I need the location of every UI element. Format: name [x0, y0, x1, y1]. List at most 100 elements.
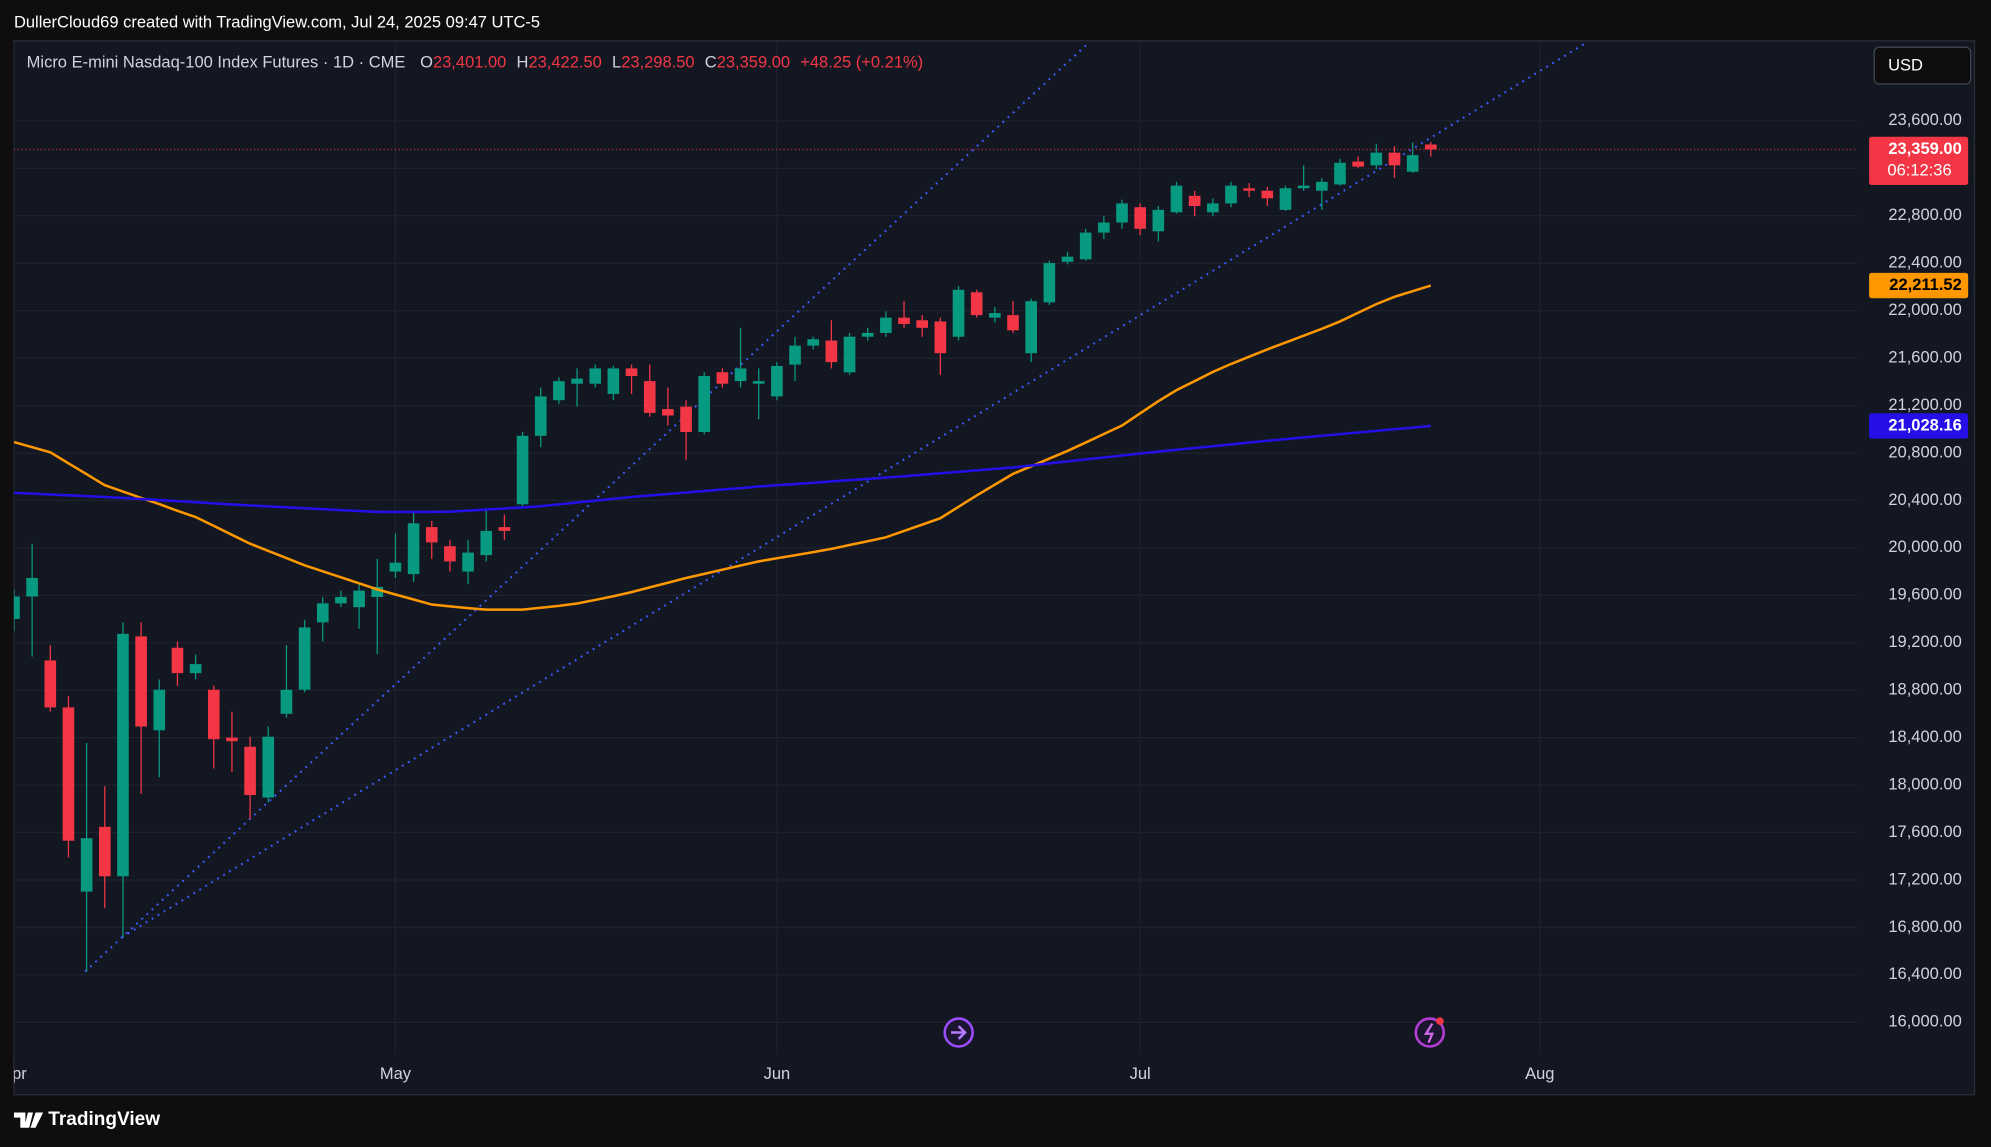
- candle-body: [1316, 181, 1328, 191]
- legend-key: L: [612, 54, 621, 72]
- candle-body: [13, 596, 20, 620]
- candle-body: [1061, 256, 1074, 262]
- candle-body: [843, 336, 856, 373]
- candle-body: [298, 627, 311, 690]
- y-tick-label: 23,600.00: [1888, 111, 1961, 129]
- candle-body: [662, 409, 674, 416]
- y-tick-label: 17,600.00: [1888, 823, 1961, 841]
- legend-value: 23,422.50: [528, 54, 601, 72]
- x-tick-label: Jun: [764, 1065, 791, 1083]
- candle-body: [498, 527, 511, 531]
- candle-body: [1388, 152, 1401, 166]
- candle-body: [62, 707, 75, 841]
- brand-name: TradingView: [48, 1109, 160, 1130]
- candle-body: [371, 586, 384, 597]
- candle-body: [1261, 190, 1274, 199]
- symbol-legend: Micro E-mini Nasdaq-100 Index Futures · …: [27, 54, 924, 72]
- candle-body: [1079, 232, 1092, 260]
- price-tag-label: 22,211.52: [1889, 276, 1962, 294]
- button-label[interactable]: USD: [1888, 57, 1923, 75]
- y-tick-label: 21,600.00: [1888, 348, 1961, 366]
- time-axis: Apr May Jun Jul Aug: [1, 1065, 1555, 1083]
- legend-value: 23,401.00: [433, 54, 506, 72]
- y-tick-label: 20,000.00: [1888, 538, 1961, 556]
- candle-body: [771, 365, 783, 397]
- y-tick-label: 22,000.00: [1888, 301, 1961, 319]
- candle-body: [335, 596, 347, 604]
- x-tick-label: May: [380, 1065, 412, 1083]
- candle-body: [1188, 195, 1201, 207]
- event-icon[interactable]: [943, 1017, 974, 1048]
- button-frame[interactable]: [1873, 46, 1972, 85]
- candle-body: [207, 689, 220, 740]
- y-tick-label: 18,800.00: [1888, 681, 1961, 699]
- icon-arrow: [951, 1025, 967, 1040]
- y-tick-label: 20,400.00: [1888, 491, 1961, 509]
- candle-body: [153, 689, 166, 731]
- candle-body: [1370, 152, 1383, 166]
- y-tick-label: 16,400.00: [1888, 965, 1961, 983]
- candle-body: [44, 660, 57, 708]
- y-tick-label: 16,800.00: [1888, 918, 1961, 936]
- candle-body: [444, 546, 456, 562]
- candle-body: [716, 372, 729, 384]
- bar-countdown: 06:12:36: [1887, 161, 1951, 179]
- candle-body: [734, 368, 747, 382]
- candle-body: [171, 647, 184, 674]
- candle-body: [98, 826, 111, 877]
- axes: 16,000.00 16,400.00 16,800.00 17,200.00 17,6…: [1869, 111, 1969, 1031]
- candle-body: [462, 552, 474, 572]
- candle-body: [1243, 188, 1255, 191]
- icon-ring[interactable]: [1414, 1017, 1445, 1048]
- candle-body: [825, 340, 838, 363]
- candle-body: [1098, 222, 1110, 233]
- candle-body: [480, 530, 493, 556]
- x-tick-label: Jul: [1130, 1065, 1151, 1083]
- news-icon[interactable]: [1414, 1017, 1445, 1048]
- candle-body: [861, 332, 874, 337]
- x-tick-label: Aug: [1525, 1065, 1554, 1083]
- price-tag-label: 23,359.00: [1888, 140, 1961, 158]
- moving-average: [13, 424, 1431, 514]
- candle-body: [1207, 203, 1219, 213]
- candle-body: [1152, 209, 1165, 232]
- candle-body: [244, 746, 256, 796]
- candle-body: [1116, 203, 1128, 223]
- candle-body: [226, 737, 238, 742]
- price-tag: [1869, 413, 1969, 439]
- y-tick-label: 22,800.00: [1888, 206, 1961, 224]
- candle-body: [80, 838, 93, 892]
- candle-body: [353, 590, 365, 608]
- price-tag-label: 21,028.16: [1888, 416, 1961, 434]
- candle-body: [607, 368, 620, 394]
- candle-body: [1424, 144, 1437, 150]
- candle-body: [625, 368, 638, 376]
- currency-button[interactable]: USD: [1873, 46, 1972, 85]
- candle-body: [117, 633, 129, 877]
- candle-body: [1007, 315, 1019, 331]
- candle-body: [316, 603, 329, 623]
- candle-body: [516, 435, 529, 505]
- candle-body: [898, 317, 910, 325]
- legend-value: 23,359.00: [717, 54, 790, 72]
- candle-body: [970, 292, 983, 316]
- candle-body: [425, 527, 438, 543]
- legend-key: C: [705, 54, 717, 72]
- x-tick-label: Apr: [1, 1065, 27, 1083]
- price-tag: [1869, 272, 1969, 299]
- legend-value: 23,298.50: [621, 54, 694, 72]
- moving-average: [13, 284, 1432, 611]
- candle-body: [807, 339, 820, 346]
- chart-panel: [13, 40, 1976, 1096]
- icon-dot: [1436, 1017, 1444, 1025]
- candle-body: [26, 577, 38, 597]
- price-tag: [1869, 136, 1969, 185]
- candle-body: [952, 289, 965, 337]
- y-tick-label: 18,400.00: [1888, 728, 1961, 746]
- candle-body: [989, 313, 1001, 318]
- candle-body: [1170, 185, 1183, 213]
- y-tick-label: 19,200.00: [1888, 633, 1961, 651]
- logo-mark: [13, 1112, 44, 1128]
- y-tick-label: 16,000.00: [1888, 1013, 1961, 1031]
- legend-key: O: [420, 54, 433, 72]
